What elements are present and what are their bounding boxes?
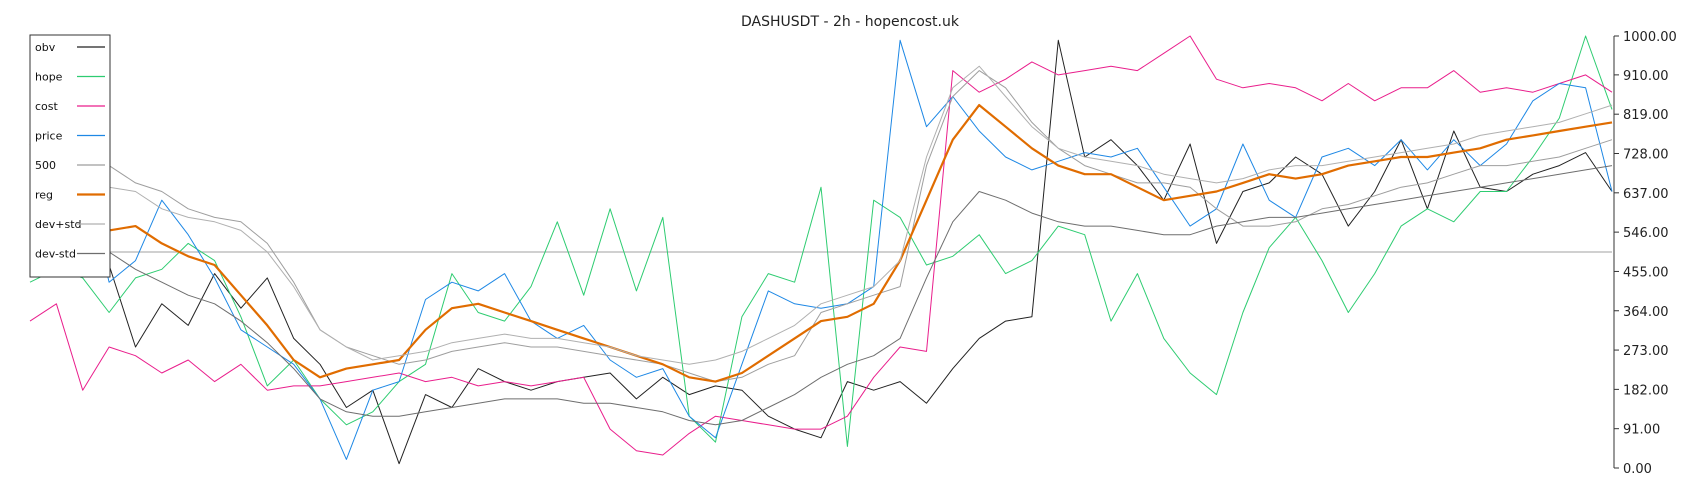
legend-box bbox=[29, 34, 111, 278]
legend: obv hope cost price 500 reg dev+std dev-std bbox=[29, 34, 111, 278]
series-line-dev-std bbox=[29, 165, 1613, 426]
y-tick-label: 637.00 bbox=[1623, 187, 1669, 202]
y-tick-label: 273.00 bbox=[1623, 344, 1669, 359]
series-line-cost bbox=[29, 35, 1613, 456]
y-tick-label: 0.00 bbox=[1623, 462, 1652, 477]
y-tick-label: 91.00 bbox=[1623, 423, 1660, 438]
y-tick-label: 182.00 bbox=[1623, 383, 1669, 398]
legend-label-reg: reg bbox=[35, 189, 53, 202]
y-tick-label: 728.00 bbox=[1623, 148, 1669, 163]
y-tick-label: 819.00 bbox=[1623, 108, 1669, 123]
y-tick-label: 1000.00 bbox=[1623, 30, 1677, 45]
chart-title: DASHUSDT - 2h - hopencost.uk bbox=[741, 14, 960, 30]
series-line-reg bbox=[29, 103, 1613, 383]
series-layer bbox=[29, 35, 1613, 465]
series-line-obv bbox=[29, 39, 1613, 465]
y-axis: 1000.00 910.00 819.00 728.00 637.00 546.00 455… bbox=[1613, 30, 1677, 477]
legend-label-500: 500 bbox=[35, 159, 56, 172]
y-tick-label: 455.00 bbox=[1623, 265, 1669, 280]
series-line-500 bbox=[29, 70, 1613, 383]
y-tick-label: 364.00 bbox=[1623, 305, 1669, 320]
legend-label-price: price bbox=[35, 130, 63, 143]
series-line-hope bbox=[29, 35, 1613, 447]
legend-label-obv: obv bbox=[35, 41, 56, 54]
legend-label-hope: hope bbox=[35, 71, 63, 84]
legend-label-cost: cost bbox=[35, 100, 59, 113]
y-tick-label: 910.00 bbox=[1623, 69, 1669, 84]
series-line-dev+std bbox=[29, 65, 1613, 365]
legend-label-dev-std: dev-std bbox=[35, 248, 76, 261]
series-line-price bbox=[29, 39, 1613, 460]
legend-label-dev+std: dev+std bbox=[35, 218, 82, 231]
y-tick-label: 546.00 bbox=[1623, 226, 1669, 241]
